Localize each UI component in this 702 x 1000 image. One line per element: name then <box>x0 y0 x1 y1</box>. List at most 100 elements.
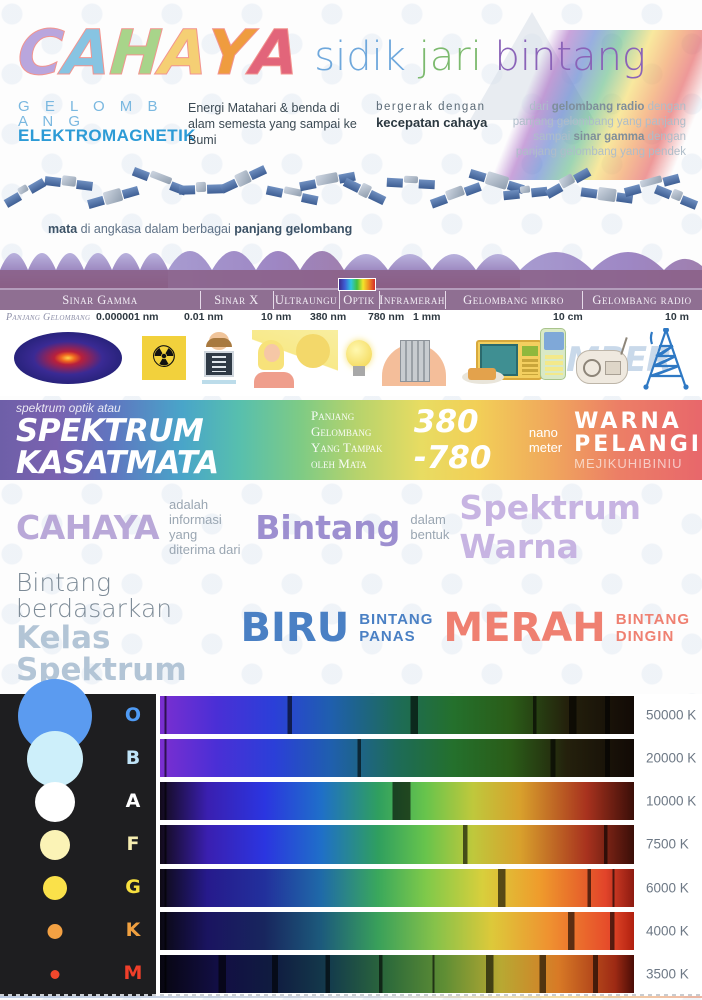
satellite-wing <box>342 177 362 193</box>
satellite-caption-bold: mata <box>48 222 78 236</box>
visible-range-value: 380 -780 <box>413 404 492 476</box>
xray-person-icon <box>200 332 238 384</box>
em-band-ultraungu[interactable]: Ultraungu <box>273 289 339 311</box>
satellite-wing <box>679 195 699 210</box>
satellite-icon <box>503 185 548 201</box>
satellite-wing <box>219 178 239 194</box>
satellite-wing <box>386 177 404 188</box>
uv-sunbathing-icon <box>252 330 338 388</box>
em-band-inframerah[interactable]: Inframerah <box>379 289 445 311</box>
blurb-speed: bergerak dengan kecepatan cahaya <box>376 100 488 160</box>
temperature-label-K: 4000 K <box>646 923 689 939</box>
satellite-caption-mid: di angkasa dalam berbagai <box>77 222 235 236</box>
satellite-caption: mata di angkasa dalam berbagai panjang g… <box>48 222 352 236</box>
spectrum-row-M: 3500 K <box>160 954 702 993</box>
em-band-optik[interactable]: Optik <box>339 289 379 311</box>
visible-mid-line2: Yang Tampak oleh Mata <box>311 440 383 471</box>
spectral-class-letter-A[interactable]: A <box>125 789 141 812</box>
blurb-speed-line1: bergerak dengan <box>376 101 486 113</box>
satellite-icon <box>545 167 592 199</box>
blurb-em-line2: ELEKTROMAGNETIK <box>18 126 196 145</box>
spectral-class-letter-F[interactable]: F <box>126 833 140 855</box>
satellite-wing <box>299 179 317 192</box>
title-letter-5: A <box>248 16 301 90</box>
satellite-wing <box>580 187 598 199</box>
em-band-sinar-gamma[interactable]: Sinar Gamma <box>62 292 138 307</box>
statement-spektrum-warna: Spektrum Warna <box>459 488 642 566</box>
visible-mejikuhibiniu: MEJIKUHIBINIU <box>574 455 683 471</box>
statement-info: adalah informasi yang diterima dari <box>169 497 245 557</box>
wave-graphic <box>0 230 702 288</box>
satellite-wing <box>418 179 435 190</box>
infrared-heater-icon <box>382 332 446 386</box>
blurb-energy-source: Energi Matahari & benda di alam semesta … <box>188 101 357 147</box>
page-subtitle: sidik jari bintang <box>314 34 646 80</box>
statement-dingin-line1: BINTANG <box>615 611 690 628</box>
statement-panas-line1: BINTANG <box>359 611 434 628</box>
mobile-phone-icon <box>540 328 566 380</box>
satellite-wing <box>301 193 319 206</box>
wavelength-tick: 10 nm <box>261 311 292 323</box>
satellite-caption-bold2: panjang gelombang <box>234 222 353 236</box>
spectrum-row-K: 4000 K <box>160 911 702 950</box>
blurb-range-d: sinar gamma <box>573 131 645 143</box>
satellite-icon <box>386 175 435 190</box>
satellite-icon <box>299 171 356 192</box>
blurb-range: dari gelombang radio dengan panjang gelo… <box>499 100 686 160</box>
spectrum-row-G: 6000 K <box>160 868 702 907</box>
satellite-icon <box>468 168 525 194</box>
visible-mid-caption: Panjang Gelombang Yang Tampak oleh Mata <box>311 408 404 472</box>
statement-bintang-panas: BINTANG PANAS <box>359 611 433 645</box>
blurb-range-b: gelombang radio <box>551 101 645 113</box>
spectral-class-letter-M[interactable]: M <box>123 962 143 985</box>
statement-cahaya: CAHAYA <box>16 507 160 547</box>
spectral-class-letter-O[interactable]: O <box>124 703 142 726</box>
em-source-icons-row: SUMBER ☢ <box>0 327 702 396</box>
spectral-class-letter-B[interactable]: B <box>125 746 141 769</box>
spectrum-row-B: 20000 K <box>160 739 702 778</box>
wavelength-tick: 780 nm <box>368 311 405 323</box>
spectral-class-letter-K[interactable]: K <box>125 919 141 942</box>
title-letter-4: Y <box>204 16 254 90</box>
gamma-sky-map-icon <box>14 332 122 384</box>
star-size-dot-K <box>47 923 63 939</box>
temperature-label-O: 50000 K <box>646 707 697 723</box>
radiation-hazard-icon: ☢ <box>142 336 186 380</box>
wavelength-tick: 380 nm <box>310 311 347 323</box>
wavelength-tick-row: Panjang Gelombang 0.000001 nm 0.01 nm 10 n… <box>0 310 702 328</box>
em-band-gelombang-radio[interactable]: Gelombang radio <box>582 289 702 311</box>
absorption-lines-K <box>160 911 634 950</box>
title-letter-2: H <box>106 16 163 90</box>
spectrum-row-O: 50000 K <box>160 696 702 735</box>
blurb-electromagnetic: G E L O M B A N G ELEKTROMAGNETIK <box>18 98 196 160</box>
title-letter-1: A <box>59 16 113 90</box>
blurb-em-line1: G E L O M B A N G <box>18 98 163 130</box>
em-band-sinar-x[interactable]: Sinar X <box>200 289 273 311</box>
radio-tower-icon <box>638 327 694 395</box>
visible-warna-line2: PELANGI <box>574 431 702 457</box>
spectral-class-letter-G[interactable]: G <box>125 876 141 899</box>
radio-tower-svg <box>643 327 689 390</box>
star-size-dot-A <box>35 781 75 822</box>
star-size-dot-M <box>50 969 60 979</box>
statement-merah: MERAH <box>443 605 606 651</box>
satellite-wing <box>623 184 642 197</box>
light-bulb-icon <box>344 340 374 384</box>
star-size-dot-B <box>27 730 83 787</box>
em-band-gelombang-mikro[interactable]: Gelombang mikro <box>445 289 582 311</box>
statement-bintang: Bintang <box>255 507 401 547</box>
visible-spectrum-strip: spektrum optik atau SPEKTRUM KASATMATA P… <box>0 400 702 480</box>
statement-kelas-spektrum: Kelas Spektrum <box>16 620 187 688</box>
statement-bentuk-line1: dalam <box>410 512 446 527</box>
visible-unit: nano meter <box>529 425 562 455</box>
satellite-wing <box>178 185 196 195</box>
absorption-lines-O <box>160 696 634 735</box>
absorption-lines-G <box>160 868 634 907</box>
blurb-range-e: dengan panjang gelombang yang pendek <box>515 131 686 158</box>
wavelength-tick: 0.000001 nm <box>96 311 159 323</box>
satellite-icon <box>219 165 268 194</box>
absorption-lines-M <box>160 954 634 993</box>
